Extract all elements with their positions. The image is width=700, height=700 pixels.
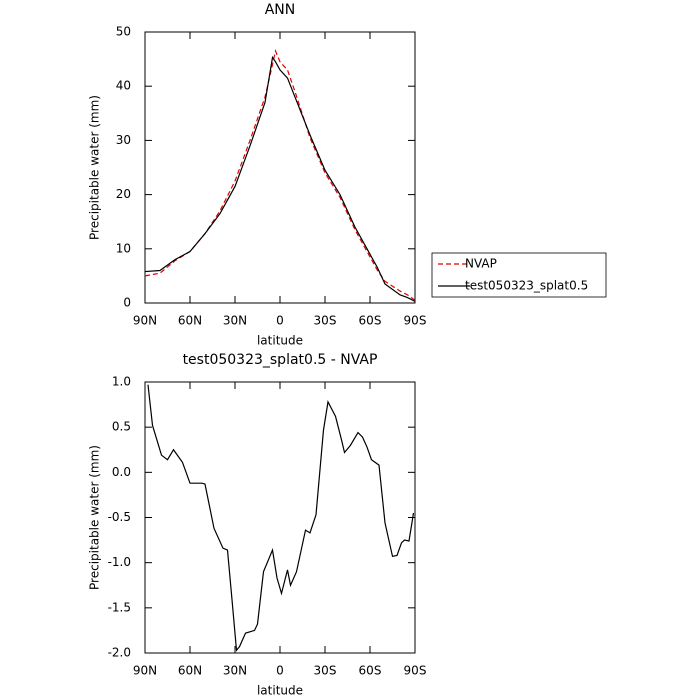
x-tick-label: 60N	[178, 314, 202, 328]
x-tick-label: 60S	[359, 314, 382, 328]
y-tick-label: -1.5	[108, 600, 131, 614]
legend-box	[431, 252, 607, 298]
y-tick-label: 1.0	[112, 375, 131, 389]
x-tick-label: 90S	[404, 314, 427, 328]
y-tick-label: -1.0	[108, 555, 131, 569]
x-tick-label: 30N	[223, 314, 247, 328]
x-tick-label: 0	[276, 664, 284, 678]
chart-title: ANN	[265, 2, 296, 18]
x-axis-label: latitude	[257, 334, 303, 348]
y-tick-label: 30	[116, 133, 131, 147]
x-tick-label: 30N	[223, 664, 247, 678]
x-tick-label: 60S	[359, 664, 382, 678]
plot-frame	[144, 381, 416, 654]
y-tick-label: 10	[116, 241, 131, 255]
legend-label: NVAP	[465, 257, 497, 271]
y-axis-label: Precipitable water (mm)	[88, 445, 102, 590]
x-tick-label: 30S	[314, 314, 337, 328]
data-line	[144, 48, 416, 301]
y-tick-label: 20	[116, 187, 131, 201]
x-tick-label: 90N	[133, 314, 157, 328]
y-tick-label: 0	[123, 296, 131, 310]
y-axis-label: Precipitable water (mm)	[88, 95, 102, 240]
x-tick-label: 60N	[178, 664, 202, 678]
y-tick-label: 0.0	[112, 465, 131, 479]
data-line	[147, 384, 415, 652]
y-tick-label: 40	[116, 79, 131, 93]
y-tick-label: -2.0	[108, 646, 131, 660]
x-tick-label: 30S	[314, 664, 337, 678]
data-line	[144, 55, 416, 302]
x-axis-label: latitude	[257, 684, 303, 698]
chart-title: test050323_splat0.5 - NVAP	[183, 352, 378, 368]
x-tick-label: 90S	[404, 664, 427, 678]
legend-label: test050323_splat0.5	[465, 279, 588, 293]
y-tick-label: -0.5	[108, 510, 131, 524]
x-tick-label: 90N	[133, 664, 157, 678]
x-tick-label: 0	[276, 314, 284, 328]
y-tick-label: 0.5	[112, 420, 131, 434]
y-tick-label: 50	[116, 25, 131, 39]
